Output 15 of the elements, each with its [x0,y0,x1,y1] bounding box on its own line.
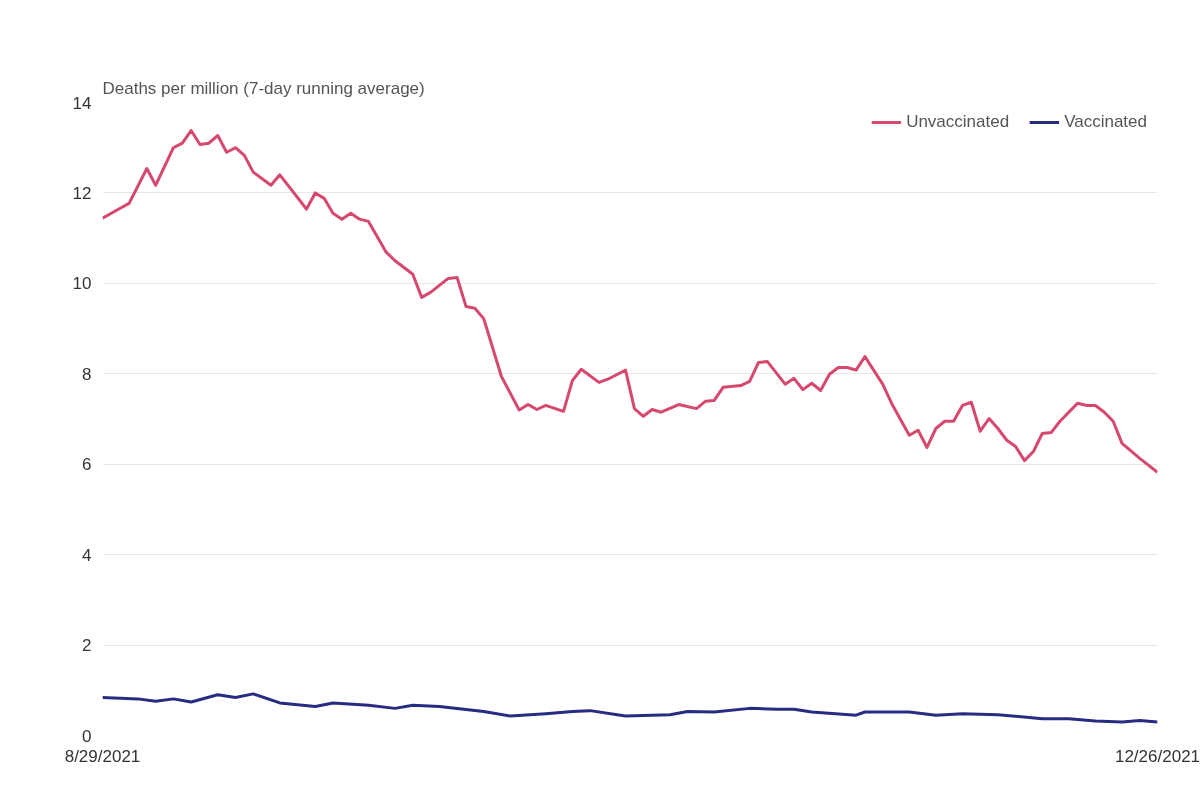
y-tick-label: 4 [82,545,92,565]
x-tick-label: 12/26/2021 [1114,746,1201,766]
line-series [102,129,1158,474]
legend-label: Vaccinated [1064,112,1147,132]
y-tick-label: 14 [72,93,92,113]
y-tick-label: 6 [82,455,92,475]
y-tick-label: 8 [82,364,92,384]
line-series [102,692,1158,724]
legend-label: Unvaccinated [906,112,1010,132]
chart-title: Deaths per million (7-day running average) [102,78,425,98]
x-tick-label: 8/29/2021 [64,746,141,766]
y-tick-label: 10 [72,274,92,294]
y-tick-label: 12 [72,183,92,203]
y-tick-label: 2 [82,636,92,656]
y-tick-label: 0 [82,726,92,746]
